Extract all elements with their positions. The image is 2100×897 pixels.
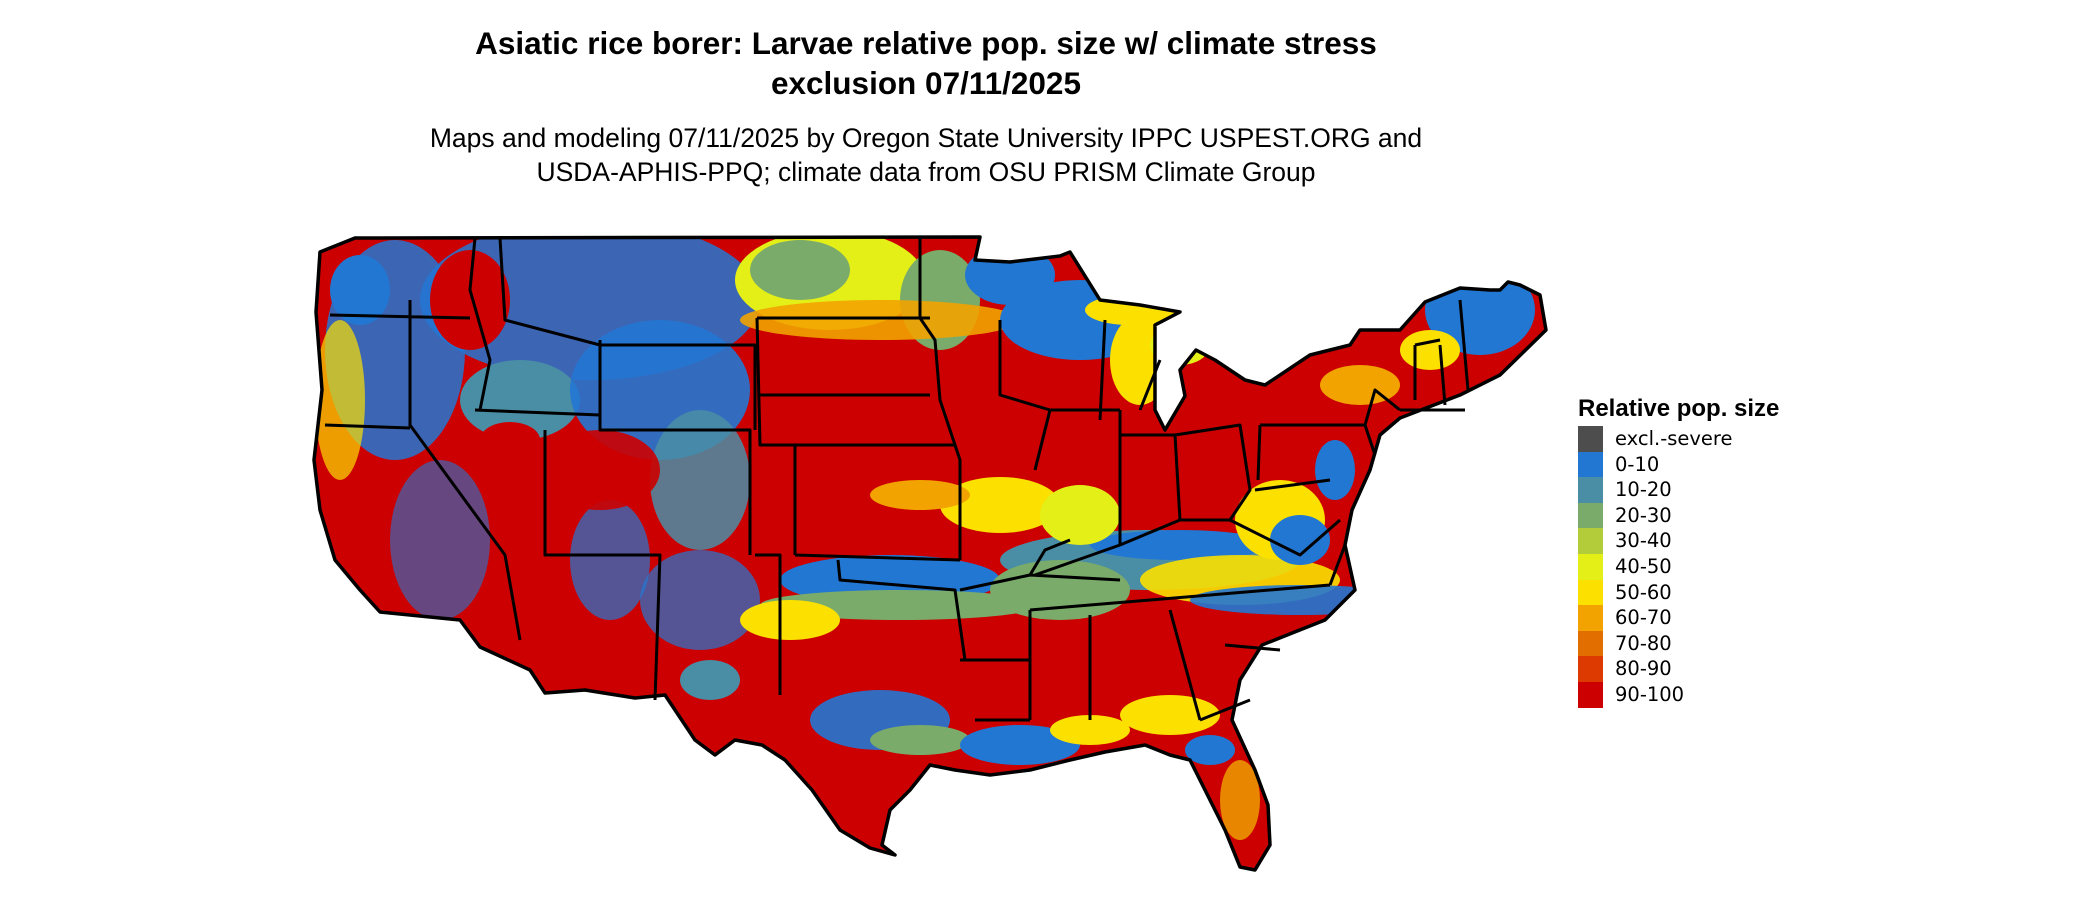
legend-label: excl.-severe	[1615, 427, 1733, 450]
legend-item: 80-90	[1578, 656, 1779, 683]
legend-title: Relative pop. size	[1578, 395, 1780, 422]
region-20-30	[870, 725, 970, 755]
region-50-60	[1120, 695, 1220, 735]
legend-item-list: excl.-severe 0-10 10-20 20-30 30-40 40-5…	[1578, 426, 1779, 708]
region-0-10	[570, 500, 650, 620]
region-0-10	[640, 550, 760, 650]
region-0-10	[1315, 440, 1355, 500]
region-40-50	[1150, 325, 1210, 365]
region-90-100	[430, 250, 510, 350]
legend-item: 0-10	[1578, 451, 1779, 478]
legend-item: 10-20	[1578, 477, 1779, 504]
legend-item: excl.-severe	[1578, 426, 1779, 452]
region-50-60	[1110, 315, 1170, 405]
legend-label: 70-80	[1615, 631, 1672, 655]
map-title-line-2: exclusion 07/11/2025	[771, 64, 1081, 101]
legend-label: 20-30	[1615, 503, 1672, 527]
legend-label: 60-70	[1615, 606, 1672, 630]
legend-item: 30-40	[1578, 528, 1779, 555]
legend-swatch	[1578, 451, 1603, 478]
region-50-60	[940, 477, 1060, 533]
region-0-10	[960, 725, 1080, 765]
region-0-10	[1270, 515, 1330, 565]
region-90-100	[480, 422, 540, 458]
region-10-20	[460, 360, 580, 440]
region-0-10	[330, 255, 390, 325]
legend-swatch	[1578, 553, 1603, 580]
legend-item: 40-50	[1578, 553, 1779, 580]
legend-label: 40-50	[1615, 554, 1672, 578]
legend-label: 10-20	[1615, 478, 1672, 502]
map-subtitle: Maps and modeling 07/11/2025 by Oregon S…	[0, 122, 1852, 189]
legend-item: 90-100	[1578, 681, 1779, 708]
legend-swatch	[1578, 528, 1603, 555]
region-50-60	[315, 320, 365, 480]
suitability-raster	[314, 237, 1546, 870]
legend-swatch	[1578, 656, 1603, 683]
map-subtitle-line-1: Maps and modeling 07/11/2025 by Oregon S…	[429, 123, 1423, 153]
legend: Relative pop. size excl.-severe 0-10 10-…	[1578, 394, 1779, 708]
legend-swatch	[1578, 502, 1603, 529]
legend-swatch	[1578, 477, 1603, 504]
map-title: Asiatic rice borer: Larvae relative pop.…	[0, 24, 1852, 103]
legend-swatch	[1578, 605, 1603, 632]
state-borders	[324, 237, 1470, 722]
legend-label: 90-100	[1615, 682, 1685, 706]
legend-swatch	[1578, 579, 1603, 606]
legend-label: 0-10	[1615, 452, 1660, 476]
region-60-70	[740, 300, 1020, 340]
region-90-100	[540, 430, 660, 510]
legend-swatch	[1578, 426, 1603, 452]
legend-item: 20-30	[1578, 502, 1779, 529]
region-0-10	[390, 460, 490, 620]
region-0-10	[1190, 585, 1410, 615]
region-0-10	[1185, 735, 1235, 765]
legend-swatch	[1578, 630, 1603, 657]
legend-item: 60-70	[1578, 605, 1779, 632]
region-20-30	[990, 560, 1130, 620]
map-subtitle-line-2: USDA-APHIS-PPQ; climate data from OSU PR…	[536, 156, 1316, 187]
region-60-70	[870, 480, 970, 510]
region-50-60	[1220, 760, 1260, 840]
map-title-line-1: Asiatic rice borer: Larvae relative pop.…	[475, 25, 1377, 61]
region-40-50	[1040, 485, 1120, 545]
region-10-20	[650, 410, 750, 550]
region-50-60	[1050, 715, 1130, 745]
region-50-60	[740, 600, 840, 640]
region-20-30	[750, 240, 850, 300]
legend-item: 50-60	[1578, 579, 1779, 606]
legend-swatch	[1578, 681, 1603, 708]
region-50-60	[1400, 330, 1460, 370]
legend-label: 50-60	[1615, 580, 1672, 604]
legend-item: 70-80	[1578, 630, 1779, 657]
legend-label: 80-90	[1615, 657, 1672, 681]
country-outline	[312, 235, 1548, 872]
legend-label: 30-40	[1615, 529, 1672, 553]
region-10-20	[680, 660, 740, 700]
